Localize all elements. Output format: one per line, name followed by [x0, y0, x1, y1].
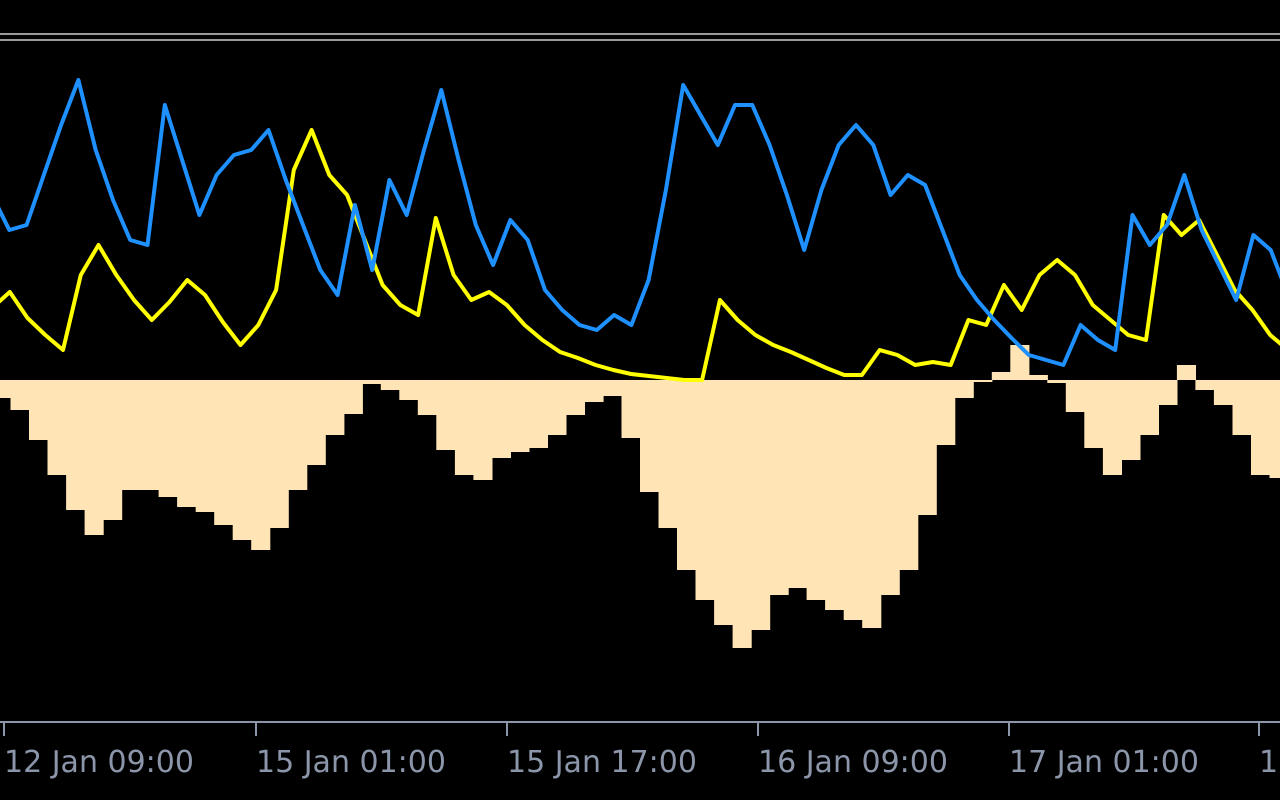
histogram-bar [121, 380, 141, 490]
histogram-bar [325, 380, 345, 435]
histogram-bar [677, 380, 697, 570]
histogram-bar [1084, 380, 1104, 448]
histogram-bar [1176, 365, 1196, 380]
histogram-bar [1158, 380, 1178, 405]
histogram-bar [510, 380, 530, 452]
histogram-bar [362, 380, 382, 384]
histogram-bar [862, 380, 882, 628]
histogram-bar [1121, 380, 1141, 460]
histogram-bar [788, 380, 808, 588]
histogram-bar [288, 380, 308, 490]
histogram-bar [1139, 380, 1159, 435]
blue-line-series [0, 78, 1280, 367]
histogram-bar [695, 380, 715, 600]
histogram-bar [306, 380, 326, 465]
histogram-bar [251, 380, 271, 550]
time-tick-label: 17 Jan 01:00 [1009, 745, 1199, 780]
histogram-bar [1010, 345, 1030, 380]
histogram-bar [843, 380, 863, 620]
line-series [0, 78, 1280, 382]
histogram-bar [658, 380, 678, 528]
histogram-bar [232, 380, 252, 540]
histogram-bar [640, 380, 660, 492]
histogram-bar [565, 380, 585, 415]
time-tick-label: 17 [1259, 745, 1280, 780]
histogram-bar [66, 380, 86, 510]
histogram-bar [917, 380, 937, 515]
histogram-bar [528, 380, 548, 448]
histogram-bar [0, 380, 12, 398]
histogram-bar [195, 380, 215, 512]
histogram-bar [806, 380, 826, 600]
histogram-bar [1269, 380, 1280, 478]
histogram-bar [880, 380, 900, 595]
histogram-bar [936, 380, 956, 445]
histogram-bar [473, 380, 493, 480]
histogram-bar [769, 380, 789, 595]
histogram-bar [177, 380, 197, 507]
histogram-bar [547, 380, 567, 435]
histogram-bar [380, 380, 400, 390]
histogram-bar [825, 380, 845, 610]
histogram-bar [214, 380, 234, 525]
histogram-bar [732, 380, 752, 648]
histogram-bar [1251, 380, 1271, 475]
histogram-bar [584, 380, 604, 402]
histogram-bar [47, 380, 67, 475]
histogram-bar [399, 380, 419, 400]
histogram-bar [1065, 380, 1085, 412]
histogram-bar [1102, 380, 1122, 475]
histogram-bar [973, 380, 993, 382]
histogram-bar [158, 380, 178, 497]
histogram-bar [751, 380, 771, 630]
histogram-bar [269, 380, 289, 528]
histogram-bar [454, 380, 474, 475]
histogram-bar [436, 380, 456, 450]
histogram-bar [1028, 375, 1048, 380]
histogram-bar [343, 380, 363, 414]
window-separator[interactable] [0, 33, 1280, 41]
histogram-bar [84, 380, 104, 535]
histogram-bar [899, 380, 919, 570]
time-tick-label: 15 Jan 17:00 [507, 745, 697, 780]
histogram-bar [714, 380, 734, 625]
histogram-bar [1213, 380, 1233, 405]
histogram-bar [29, 380, 49, 440]
time-tick-label: 16 Jan 09:00 [758, 745, 948, 780]
histogram-bar [603, 380, 623, 396]
time-tick-label: 12 Jan 09:00 [4, 745, 194, 780]
histogram-bar [491, 380, 511, 458]
histogram-bar [1195, 380, 1215, 390]
histogram-bar [954, 380, 974, 398]
histogram-series [0, 345, 1280, 648]
histogram-bar [140, 380, 160, 490]
histogram-bar [1232, 380, 1252, 435]
histogram-bar [103, 380, 123, 520]
time-axis: 12 Jan 09:00 15 Jan 01:00 15 Jan 17:00 16 J… [0, 721, 1280, 780]
histogram-bar [417, 380, 437, 415]
histogram-bar [621, 380, 641, 438]
histogram-bar [991, 372, 1011, 380]
yellow-line-series [0, 128, 1280, 382]
time-tick-label: 15 Jan 01:00 [256, 745, 446, 780]
histogram-bar [10, 380, 30, 410]
histogram-bar [1047, 380, 1067, 383]
